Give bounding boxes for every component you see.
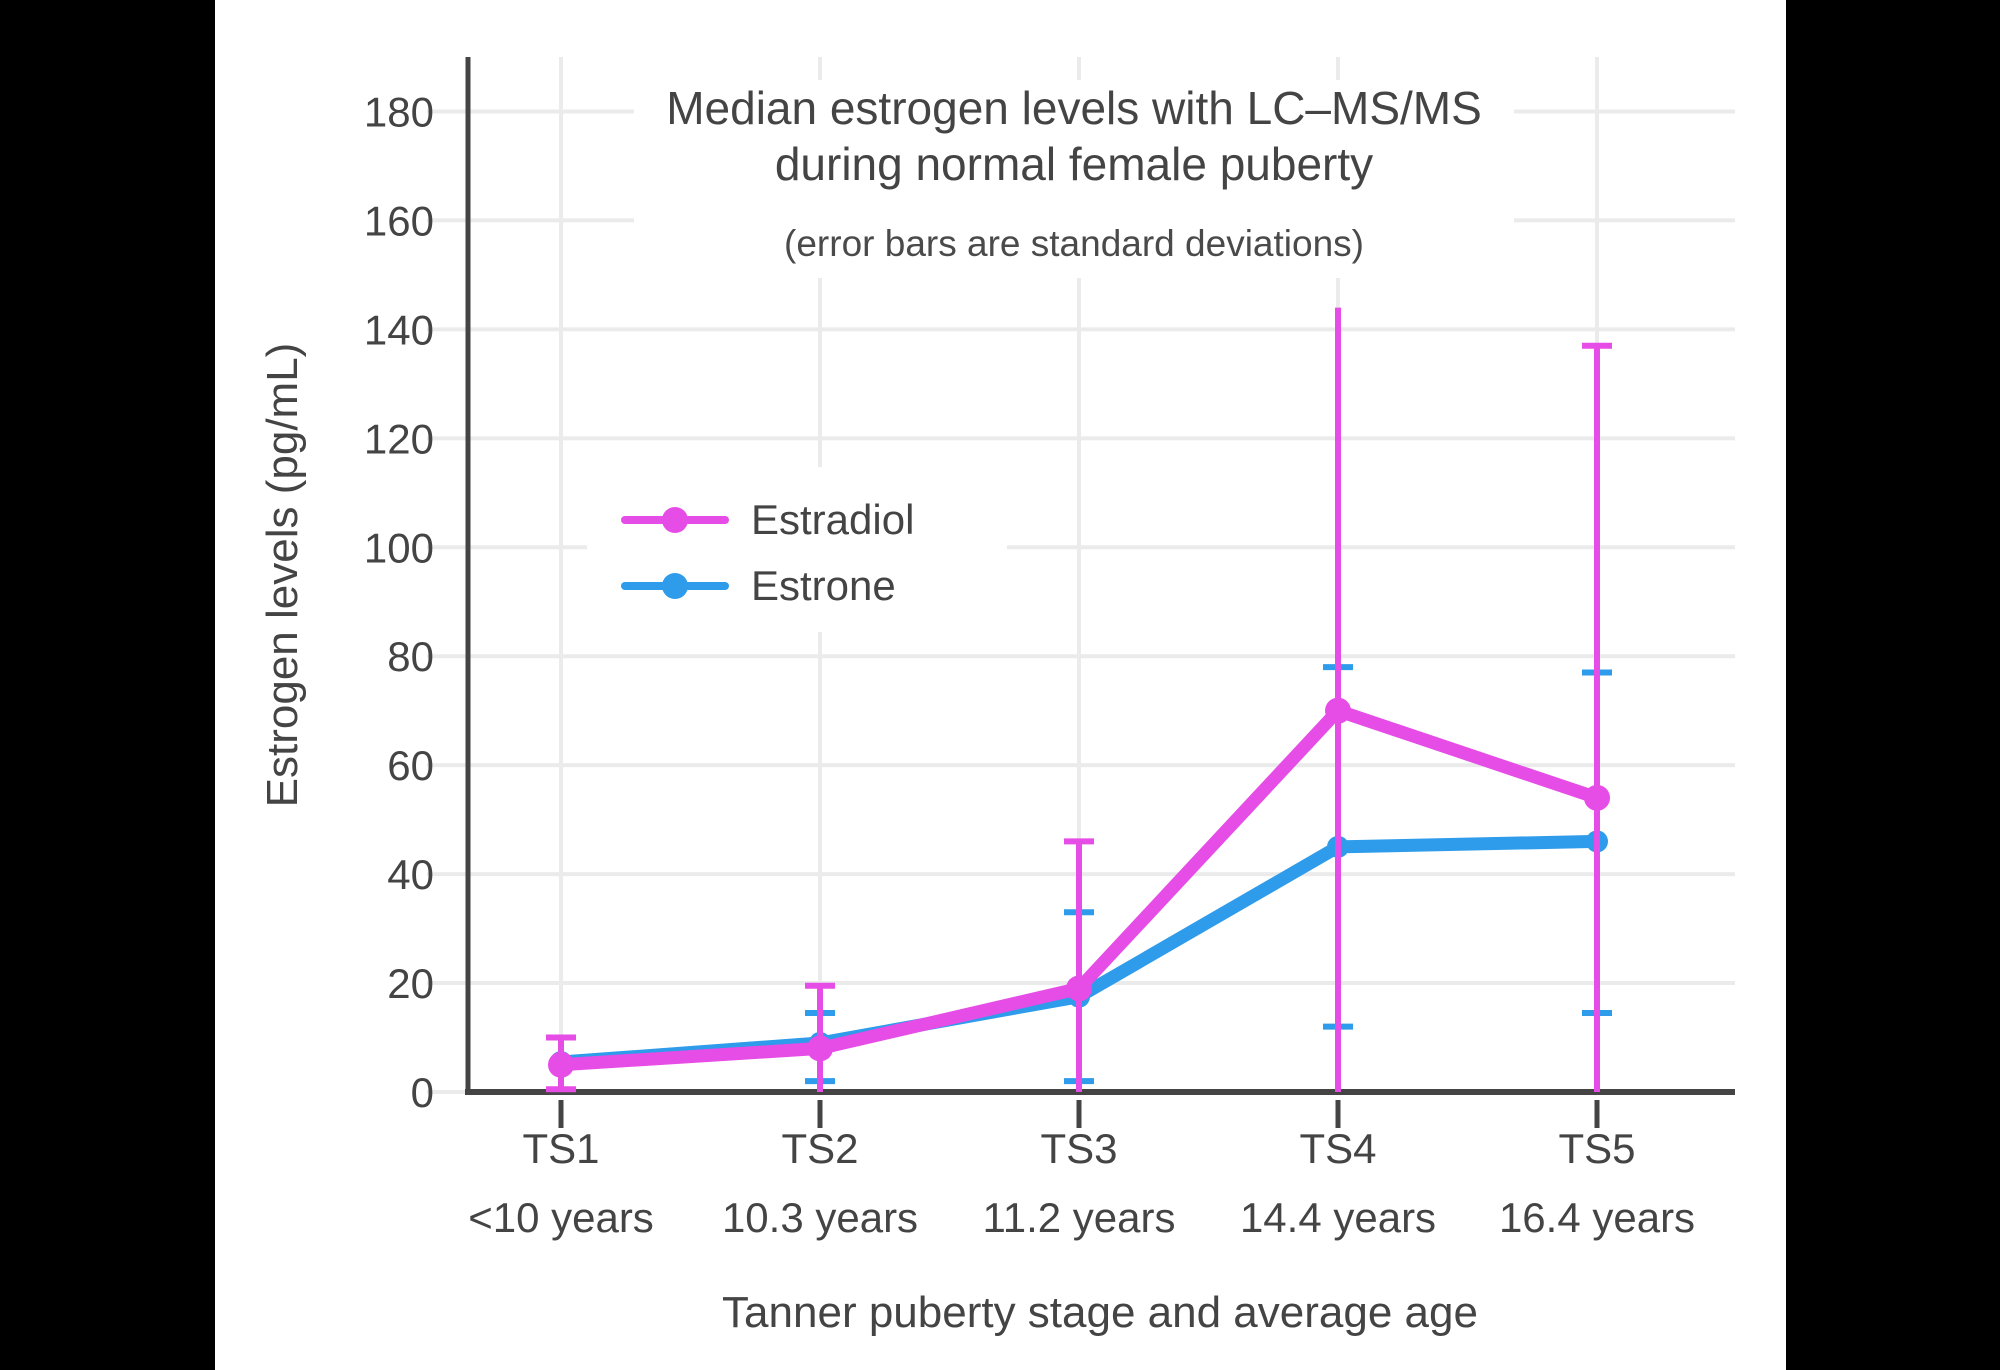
- y-tick-label: 60: [387, 742, 434, 789]
- x-age-label: <10 years: [468, 1194, 654, 1241]
- y-tick-label: 0: [411, 1069, 434, 1116]
- y-tick-label: 40: [387, 851, 434, 898]
- estradiol-swatch-dot: [662, 507, 688, 533]
- estrone-swatch-line: [621, 573, 729, 599]
- y-axis-title: Estrogen levels (pg/mL): [258, 342, 307, 808]
- y-tick-label: 140: [364, 306, 434, 353]
- chart-title-block: Median estrogen levels with LC–MS/MS dur…: [634, 80, 1514, 278]
- x-axis-title: Tanner puberty stage and average age: [722, 1288, 1478, 1337]
- chart-title-line1: Median estrogen levels with LC–MS/MS: [666, 82, 1482, 134]
- y-tick-label: 100: [364, 524, 434, 571]
- chart-subtitle: (error bars are standard deviations): [784, 223, 1364, 264]
- x-tick-label: TS3: [1040, 1125, 1117, 1172]
- y-tick-label: 180: [364, 88, 434, 135]
- chart-canvas: 0 20 40 60 80 100 120 140 160 180 TS1 <10 years TS2 1…: [215, 0, 1786, 1370]
- x-age-label: 10.3 years: [722, 1194, 918, 1241]
- legend-item-estradiol: Estradiol: [587, 487, 1007, 553]
- estradiol-swatch-line: [621, 507, 729, 533]
- x-tick-label: TS4: [1299, 1125, 1376, 1172]
- x-tick-label: TS2: [781, 1125, 858, 1172]
- x-age-label: 14.4 years: [1240, 1194, 1436, 1241]
- y-tick-label: 120: [364, 415, 434, 462]
- chart-svg: 0 20 40 60 80 100 120 140 160 180 TS1 <10 years TS2 1…: [364, 57, 1735, 1241]
- y-tick-label: 80: [387, 633, 434, 680]
- estrone-swatch-dot: [662, 573, 688, 599]
- legend-label-estradiol: Estradiol: [751, 496, 915, 543]
- x-age-label: 16.4 years: [1499, 1194, 1695, 1241]
- y-tick-label: 20: [387, 960, 434, 1007]
- chart-title-line2: during normal female puberty: [774, 138, 1374, 190]
- legend-label-estrone: Estrone: [751, 562, 896, 609]
- legend: Estradiol Estrone: [587, 467, 1007, 632]
- x-age-label: 11.2 years: [983, 1194, 1176, 1241]
- legend-item-estrone: Estrone: [587, 553, 1007, 619]
- x-tick-label: TS1: [522, 1125, 599, 1172]
- y-tick-label: 160: [364, 197, 434, 244]
- x-tick-label: TS5: [1558, 1125, 1635, 1172]
